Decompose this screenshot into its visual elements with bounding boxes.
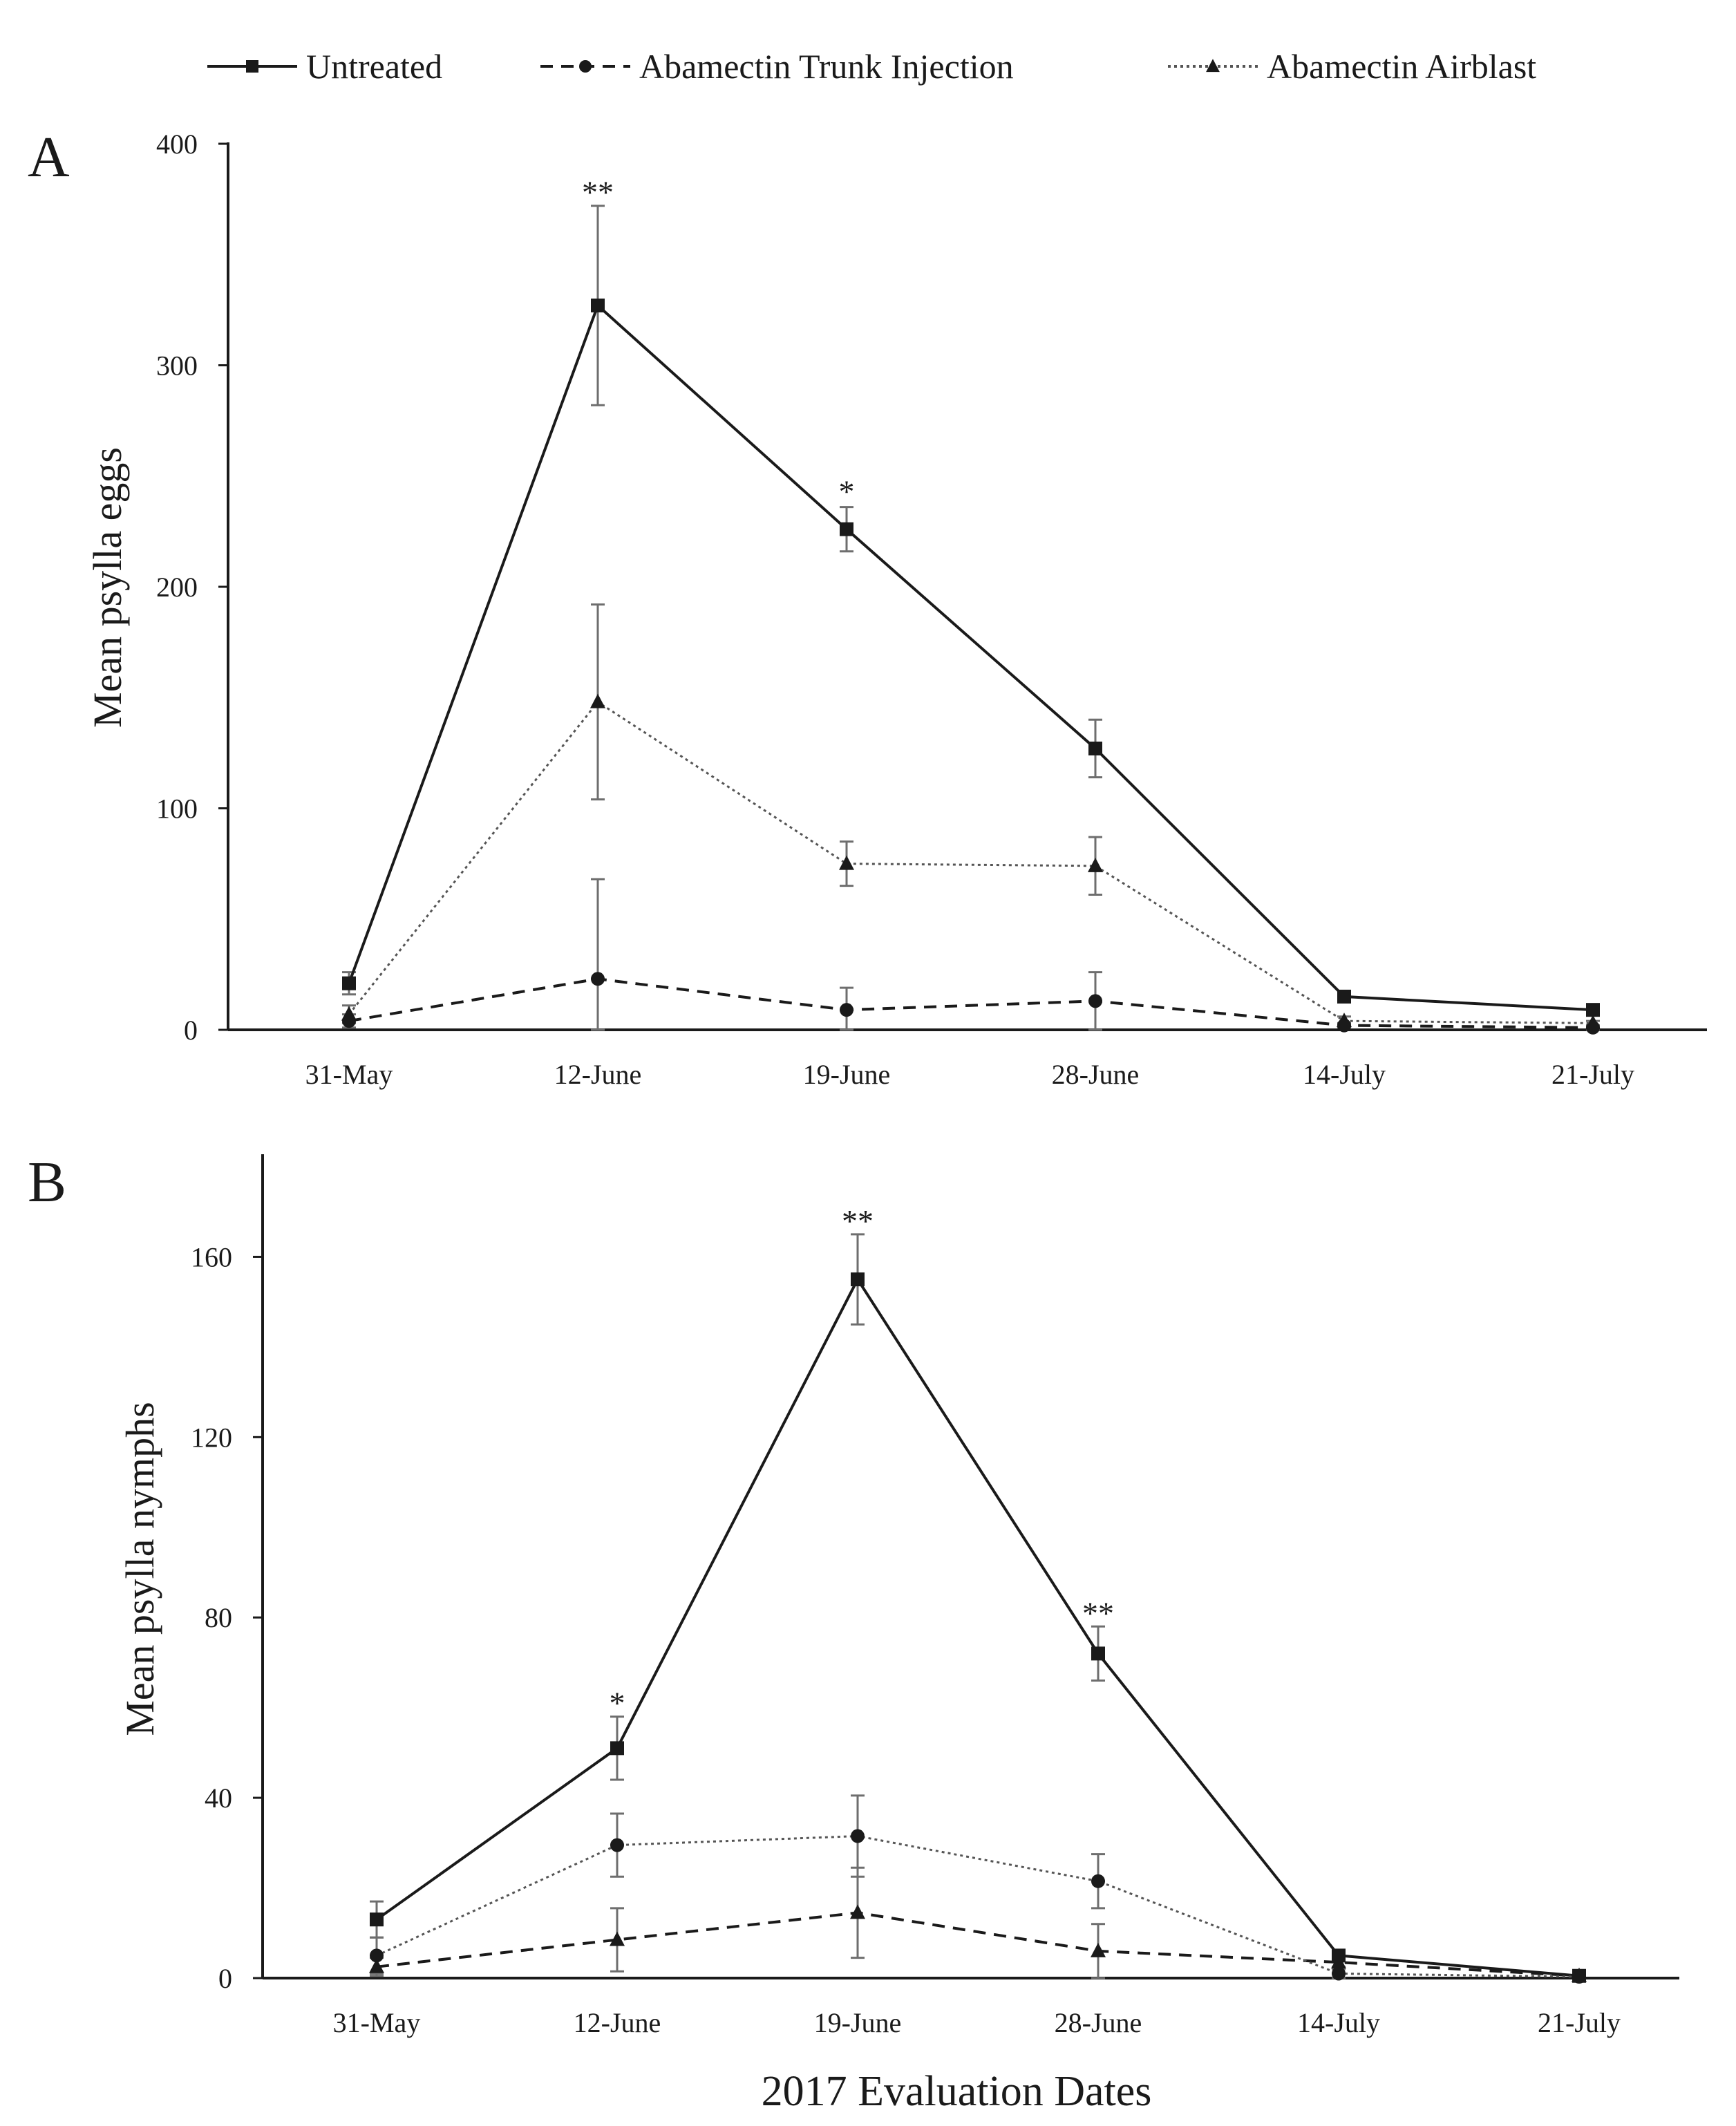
data-point-triangle [850, 1904, 865, 1919]
data-point-circle [1572, 1970, 1586, 1984]
legend-label: Abamectin Airblast [1267, 47, 1536, 86]
x-tick-label: 28-June [1052, 1059, 1140, 1090]
data-point-circle [1088, 994, 1102, 1008]
significance-marker: * [610, 1686, 625, 1721]
y-tick-label: 0 [218, 1963, 232, 1994]
legend-marker-triangle [1206, 59, 1220, 73]
data-point-circle [851, 1829, 865, 1843]
data-point-square [1586, 1003, 1600, 1017]
data-point-triangle [610, 1931, 625, 1946]
y-tick-label: 160 [191, 1241, 232, 1272]
significance-marker: ** [842, 1203, 874, 1239]
x-tick-label: 21-July [1551, 1059, 1634, 1090]
x-tick-label: 21-July [1538, 2007, 1621, 2038]
x-tick-label: 31-May [333, 2007, 421, 2038]
y-tick-label: 80 [205, 1602, 232, 1633]
data-point-triangle [369, 1958, 384, 1973]
data-point-circle [1332, 1966, 1346, 1981]
y-tick-label: 400 [156, 129, 198, 160]
data-point-triangle [1331, 1954, 1346, 1969]
x-tick-label: 19-June [814, 2007, 902, 2038]
data-point-triangle [1091, 1942, 1106, 1957]
series-line-1 [348, 303, 1594, 1012]
panel-letter: B [28, 1150, 66, 1214]
data-point-square [840, 522, 853, 536]
legend-marker-square [246, 60, 258, 73]
data-point-triangle [1337, 1013, 1352, 1028]
data-point-square [610, 1741, 624, 1756]
y-axis-label: Mean psylla eggs [85, 447, 130, 728]
series-line-3 [376, 1835, 1580, 1978]
x-tick-label: 14-July [1303, 1059, 1386, 1090]
panel-letter: A [28, 125, 70, 189]
series-line-2 [376, 1911, 1580, 1977]
data-point-square [1088, 741, 1102, 755]
legend-label: Abamectin Trunk Injection [639, 47, 1014, 86]
data-point-square [591, 298, 605, 312]
significance-marker: ** [1082, 1595, 1114, 1630]
y-axis-label: Mean psylla nymphs [117, 1402, 162, 1735]
significance-marker: * [839, 473, 855, 509]
chart-panel-b: B 0 40 80 120 160 31-May 12-June 19-June 28-June 1… [28, 1150, 1679, 2038]
data-point-triangle [341, 1006, 357, 1021]
series-line-1 [375, 1277, 1580, 1977]
x-axis-title: 2017 Evaluation Dates [762, 2068, 1152, 2115]
x-tick-label: 31-May [305, 1059, 393, 1090]
y-tick-label: 300 [156, 350, 198, 382]
data-point-circle [370, 1948, 384, 1963]
x-tick-label: 12-June [554, 1059, 642, 1090]
legend: Untreated Abamectin Trunk Injection Abamec… [207, 47, 1536, 86]
significance-marker: ** [582, 175, 614, 210]
y-tick-label: 120 [191, 1422, 232, 1453]
data-point-triangle [590, 693, 605, 708]
data-point-triangle [839, 855, 854, 870]
data-point-square [851, 1272, 865, 1287]
y-tick-label: 0 [184, 1015, 198, 1046]
data-point-circle [1091, 1874, 1105, 1888]
data-point-square [1337, 989, 1351, 1004]
data-point-square [1091, 1646, 1105, 1661]
x-tick-label: 14-July [1297, 2007, 1380, 2038]
y-tick-label: 100 [156, 793, 198, 825]
x-tick-label: 19-June [803, 1059, 891, 1090]
series-line-2 [348, 977, 1594, 1029]
data-point-circle [610, 1838, 624, 1852]
legend-label: Untreated [306, 47, 442, 86]
data-point-square [342, 976, 356, 990]
chart-panel-a: A 0 100 200 300 400 31-May 12-June 19-June 28-Jun… [28, 125, 1707, 1090]
data-point-triangle [1585, 1015, 1601, 1030]
data-point-circle [591, 972, 605, 986]
legend-marker-circle [579, 60, 592, 73]
data-point-square [370, 1912, 384, 1927]
data-point-triangle [1088, 857, 1103, 872]
data-point-circle [840, 1003, 853, 1017]
x-tick-label: 12-June [574, 2007, 661, 2038]
y-tick-label: 200 [156, 572, 198, 603]
x-tick-label: 28-June [1055, 2007, 1142, 2038]
y-tick-label: 40 [205, 1782, 232, 1814]
series-line-3 [348, 700, 1594, 1024]
